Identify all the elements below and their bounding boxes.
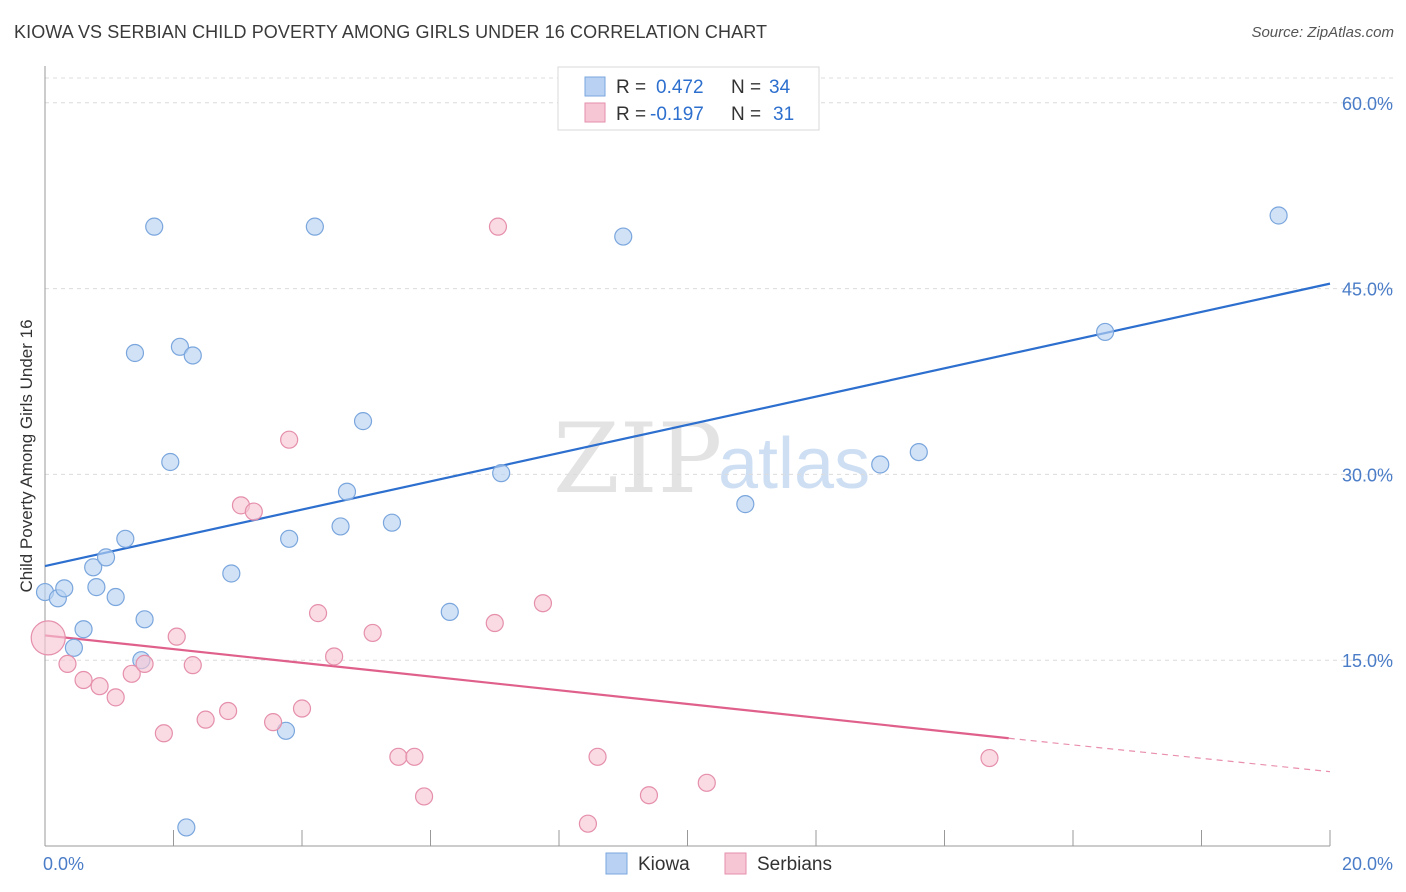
trendline-serbians-extension	[1008, 737, 1331, 773]
legend-n-label-kiowa: N =	[731, 77, 761, 98]
point-kiowa-18	[222, 564, 241, 583]
gridlines	[45, 77, 1393, 661]
point-serbians-26	[578, 814, 598, 833]
y-tick-label-2: 45.0%	[1342, 280, 1393, 300]
point-kiowa-16	[177, 818, 196, 837]
point-serbians-16	[292, 699, 312, 718]
point-serbians-19	[363, 623, 382, 643]
legend-box: R = 0.472 N = 34 R = -0.197 N = 31	[557, 66, 820, 131]
trendlines	[44, 282, 1331, 773]
point-kiowa-28	[614, 227, 633, 246]
point-kiowa-15	[170, 337, 190, 356]
point-serbians-8	[167, 627, 186, 646]
point-serbians-11	[219, 701, 238, 721]
point-kiowa-12	[135, 610, 154, 629]
point-kiowa-33	[1269, 206, 1288, 225]
point-serbians-27	[588, 747, 607, 766]
point-kiowa-32	[1096, 322, 1115, 342]
legend-swatch-serbians	[584, 102, 606, 123]
y-tick-label-3: 60.0%	[1342, 94, 1393, 114]
point-serbians-10	[196, 710, 215, 729]
point-kiowa-24	[353, 412, 373, 431]
bottom-legend: Kiowa Serbians	[605, 852, 832, 875]
point-kiowa-27	[492, 464, 511, 483]
x-tick-label-1: 20.0%	[1342, 854, 1393, 874]
point-kiowa-13	[145, 217, 164, 236]
y-tick-label-0: 15.0%	[1342, 651, 1393, 671]
point-kiowa-7	[96, 548, 116, 567]
bottom-legend-swatch-serbians	[724, 852, 747, 875]
point-serbians-18	[325, 647, 344, 666]
point-serbians-5	[122, 664, 141, 683]
point-serbians-23	[485, 613, 504, 633]
point-kiowa-5	[84, 558, 103, 577]
trendline-kiowa	[44, 282, 1331, 568]
point-serbians-15	[280, 430, 299, 449]
point-serbians-6	[135, 654, 154, 674]
point-kiowa-4	[74, 620, 93, 639]
point-kiowa-14	[161, 452, 180, 472]
point-serbians-21	[405, 747, 424, 766]
point-serbians-29	[697, 773, 716, 792]
point-kiowa-19	[276, 721, 296, 740]
point-serbians-1	[58, 654, 77, 674]
bottom-legend-label-serbians: Serbians	[757, 854, 832, 875]
legend-r-value-serbians: -0.197	[650, 104, 704, 125]
point-serbians-24	[488, 217, 508, 236]
point-kiowa-21	[305, 217, 324, 236]
point-serbians-28	[639, 786, 659, 805]
point-kiowa-3	[64, 638, 84, 657]
point-serbians-9	[183, 656, 202, 675]
legend-n-value-kiowa: 34	[769, 77, 791, 98]
point-kiowa-17	[183, 346, 202, 365]
point-kiowa-6	[87, 578, 106, 597]
y-tick-label-1: 30.0%	[1342, 465, 1393, 485]
point-serbians-4	[106, 688, 125, 707]
point-serbians-13	[244, 502, 263, 521]
point-kiowa-8	[106, 587, 125, 607]
point-serbians-7	[154, 724, 173, 743]
x-tick-label-0: 0.0%	[43, 854, 84, 874]
source-label: Source: ZipAtlas.com	[1251, 24, 1394, 41]
watermark-zip: ZIP	[553, 403, 722, 515]
point-serbians-20	[389, 747, 408, 766]
legend-n-value-serbians: 31	[773, 104, 794, 125]
point-serbians-25	[533, 594, 553, 613]
point-kiowa-22	[331, 517, 350, 536]
point-kiowa-31	[909, 442, 928, 462]
y-axis-title: Child Poverty Among Girls Under 16	[17, 319, 36, 592]
point-kiowa-2	[55, 579, 74, 598]
point-serbians-0	[30, 620, 66, 656]
point-kiowa-25	[382, 513, 402, 532]
point-kiowa-20	[280, 529, 299, 548]
chart-title: KIOWA VS SERBIAN CHILD POVERTY AMONG GIR…	[14, 22, 768, 42]
data-points	[30, 206, 1288, 837]
point-kiowa-29	[736, 495, 755, 514]
point-kiowa-10	[125, 343, 145, 363]
point-serbians-3	[90, 677, 109, 696]
watermark-atlas: atlas	[718, 424, 870, 504]
tick-labels: 15.0% 30.0% 45.0% 60.0% 0.0% 20.0%	[43, 94, 1393, 874]
point-serbians-14	[263, 713, 283, 732]
point-serbians-17	[308, 604, 328, 623]
point-kiowa-30	[871, 455, 890, 474]
bottom-legend-swatch-kiowa	[605, 852, 628, 875]
point-kiowa-23	[337, 482, 357, 501]
point-serbians-2	[74, 670, 93, 690]
legend-r-label-kiowa: R =	[616, 77, 646, 98]
trendline-serbians	[44, 634, 1009, 740]
point-serbians-22	[414, 787, 434, 806]
point-kiowa-9	[116, 529, 135, 548]
legend-n-label-serbians: N =	[731, 104, 761, 125]
point-kiowa-26	[440, 602, 459, 621]
legend-swatch-kiowa	[584, 76, 606, 97]
legend-r-value-kiowa: 0.472	[656, 77, 704, 98]
bottom-legend-label-kiowa: Kiowa	[638, 854, 690, 875]
point-serbians-30	[980, 748, 999, 768]
legend-r-label-serbians: R =	[616, 104, 646, 125]
axes	[44, 66, 1331, 847]
